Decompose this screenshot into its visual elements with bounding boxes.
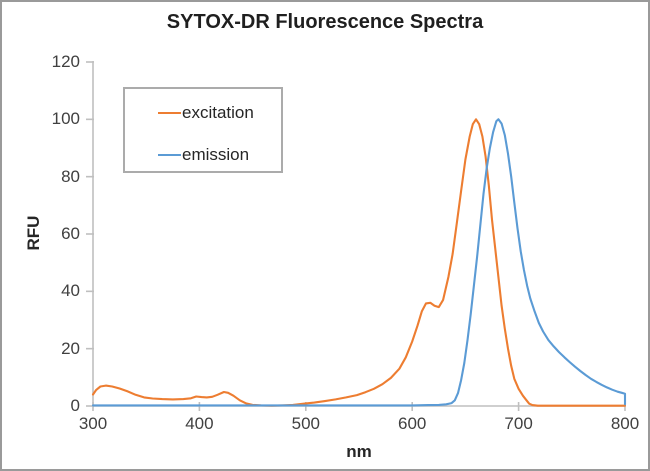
x-tick-label: 500 <box>291 414 320 433</box>
legend-item-emission: emission <box>158 144 249 166</box>
emission-line-swatch <box>158 154 181 156</box>
x-tick-label: 700 <box>504 414 533 433</box>
excitation-line-swatch <box>158 112 181 114</box>
emission-curve <box>91 118 627 407</box>
x-tick-label: 400 <box>185 414 214 433</box>
y-tick-label: 0 <box>70 396 80 415</box>
y-tick-label: 60 <box>61 224 80 243</box>
legend-label-excitation: excitation <box>182 103 254 122</box>
y-tick-label: 40 <box>61 281 80 301</box>
chart-title: SYTOX-DR Fluorescence Spectra <box>166 11 484 33</box>
x-tick-label: 300 <box>78 414 108 433</box>
y-tick-label: 20 <box>61 338 80 358</box>
x-axis-title: nm <box>346 442 372 461</box>
y-axis-ticks <box>86 61 94 407</box>
x-tick-label: 800 <box>610 414 640 433</box>
legend-box: excitation emission <box>123 87 283 173</box>
y-tick-label: 100 <box>51 109 80 129</box>
legend-item-excitation: excitation <box>158 102 254 124</box>
y-tick-label: 80 <box>61 166 80 186</box>
legend-label-emission: emission <box>182 145 250 164</box>
x-tick-label: 600 <box>398 414 427 433</box>
y-tick-label: 120 <box>51 52 80 71</box>
excitation-curve <box>91 118 627 407</box>
y-axis-title: RFU <box>24 215 43 251</box>
